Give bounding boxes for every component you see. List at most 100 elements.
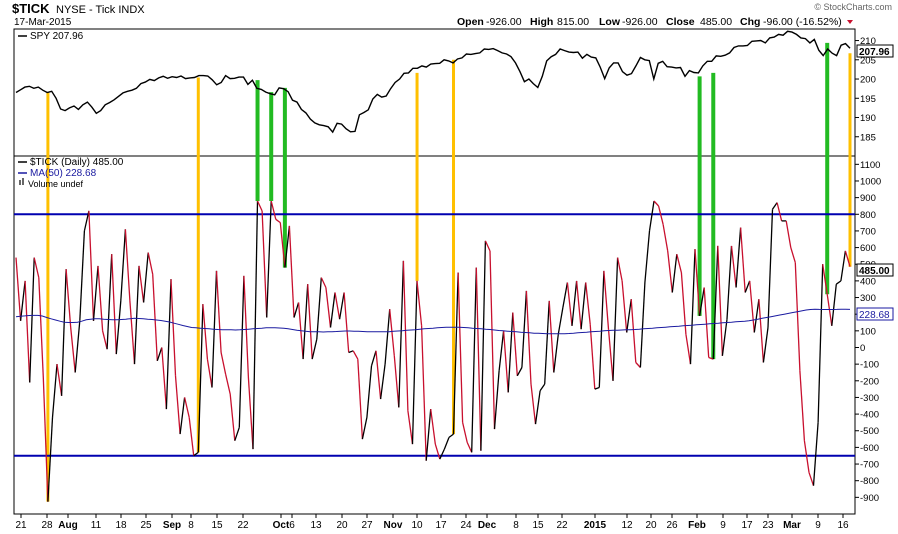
tick-segment — [771, 202, 778, 210]
tick-segment — [416, 280, 423, 326]
tick-segment — [261, 210, 268, 318]
lower-tick-label: 800 — [860, 210, 876, 221]
x-tick-label: 16 — [837, 520, 849, 531]
tick-segment — [676, 254, 683, 273]
ma-last-value: 228.68 — [859, 310, 890, 321]
chg-label: Chg — [740, 16, 760, 28]
tick-segment — [557, 307, 564, 335]
tick-segment — [384, 309, 391, 365]
tick-segment — [293, 302, 300, 318]
tick-segment — [630, 299, 637, 363]
tick-segment — [493, 370, 500, 430]
tick-segment — [698, 287, 705, 317]
tick-segment — [197, 304, 204, 453]
tick-segment — [270, 200, 277, 220]
tick-segment — [689, 249, 696, 365]
tick-segment — [753, 299, 760, 333]
tick-segment — [776, 202, 783, 222]
tick-segment — [106, 254, 113, 350]
tick-segment — [284, 225, 291, 268]
tick-segment — [831, 284, 837, 326]
tick-segment — [88, 210, 95, 321]
x-tick-label: 13 — [310, 520, 322, 531]
date-label: 17-Mar-2015 — [14, 17, 72, 28]
x-tick-label: 12 — [621, 520, 633, 531]
tick-segment — [452, 272, 459, 435]
tick-segment — [348, 350, 354, 354]
tick-segment — [785, 220, 792, 248]
tick-segment — [101, 330, 108, 350]
threshold-lines — [14, 213, 855, 457]
tick-segment — [730, 245, 737, 288]
tick-segment — [812, 422, 819, 486]
tick-segment — [817, 264, 824, 423]
tick-segment — [266, 200, 272, 318]
tick-segment — [65, 269, 72, 328]
tick-segment — [379, 364, 386, 400]
x-tick-label: 22 — [556, 520, 568, 531]
x-tick-label: 20 — [336, 520, 348, 531]
close-value: 485.00 — [700, 16, 732, 28]
lower-tick-label: 600 — [860, 243, 876, 254]
x-tick-label: 22 — [237, 520, 249, 531]
tick-series — [15, 200, 851, 502]
tick-segment — [744, 280, 751, 293]
tick-segment — [794, 262, 801, 371]
tick-segment — [147, 252, 154, 275]
lower-tick-label: -200 — [860, 376, 879, 387]
tick-segment — [193, 451, 199, 457]
tick-segment — [585, 282, 591, 325]
tick-segment — [703, 287, 710, 358]
tick-segment — [808, 472, 815, 486]
tick-segment — [42, 377, 49, 502]
tick-segment — [621, 280, 628, 333]
tick-segment — [739, 227, 746, 293]
lower-tick-label: -500 — [860, 426, 879, 437]
tick-segment — [471, 267, 477, 453]
tick-segment — [174, 375, 181, 435]
tick-segment — [15, 257, 22, 321]
x-tick-label: 2015 — [584, 520, 607, 531]
lower-tick-label: 900 — [860, 193, 876, 204]
tick-segment — [224, 373, 231, 395]
tick-segment — [657, 205, 664, 225]
chg-value: -96.00 (-16.52%) — [763, 16, 842, 28]
tick-segment — [516, 367, 523, 377]
tick-segment — [188, 417, 195, 456]
lower-tick-label: -700 — [860, 460, 879, 471]
tick-segment — [749, 280, 755, 333]
tick-segment — [51, 364, 58, 418]
tick-segment — [338, 292, 345, 320]
x-tick-label: 8 — [188, 520, 194, 531]
low-label: Low — [599, 16, 621, 28]
tick-segment — [206, 358, 213, 388]
tick-segment — [120, 229, 127, 301]
tick-segment — [498, 330, 505, 371]
tick-segment — [357, 359, 364, 440]
tick-segment — [29, 257, 35, 383]
tick-segment — [544, 300, 550, 385]
tick-segment — [480, 240, 487, 451]
tick-segment — [484, 240, 491, 252]
tick-segment — [366, 365, 373, 418]
x-tick-label: 17 — [435, 520, 447, 531]
x-tick-label: 10 — [411, 520, 423, 531]
x-tick-label: Nov — [384, 520, 403, 531]
tick-segment — [243, 275, 250, 378]
x-tick-label: 21 — [15, 520, 27, 531]
tick-segment — [398, 260, 405, 408]
tick-segment — [680, 272, 687, 335]
upper-tick-label: 205 — [860, 55, 876, 66]
lower-tick-label: -900 — [860, 493, 879, 504]
tick-segment — [407, 410, 414, 445]
tick-segment — [24, 280, 31, 383]
symbol: $TICK — [12, 1, 50, 16]
tick-segment — [489, 250, 496, 430]
tick-segment — [840, 250, 847, 281]
tick-segment — [361, 417, 368, 440]
tick-segment — [138, 265, 145, 303]
close-label: Close — [666, 16, 695, 28]
high-value: 815.00 — [557, 16, 589, 28]
tick-segment — [466, 442, 473, 453]
tick-segment — [115, 300, 122, 355]
